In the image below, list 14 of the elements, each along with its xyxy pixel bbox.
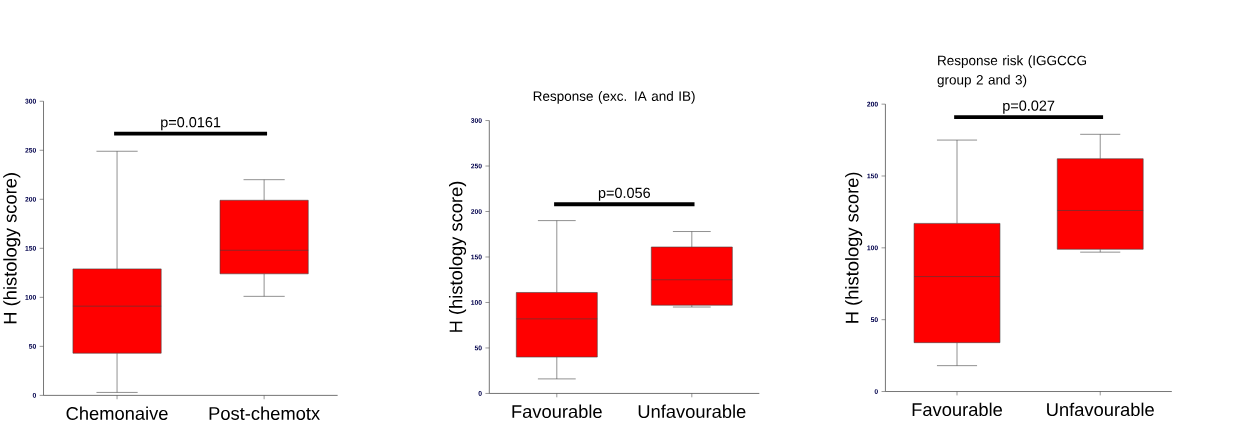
x-tick-label: Chemonaive (66, 406, 168, 420)
x-tick-label: Unfavourable (638, 404, 746, 418)
annotation: p=0.027 (1003, 100, 1055, 114)
x-tick-label: Favourable (912, 402, 1003, 417)
x-tick-label: Post-chemotx (209, 406, 320, 420)
annotation: p=0.056 (598, 187, 651, 201)
chart-title: Response (exc. IA and IB) (533, 91, 695, 104)
y-axis-title: H (histology score) (845, 172, 863, 323)
y-axis-title: H (histology score) (449, 181, 467, 332)
chart-title: Response risk (IGGCCG group 2 and 3) (937, 55, 1087, 88)
x-tick-label: Unfavourable (1047, 402, 1154, 417)
annotation: p=0.0161 (161, 117, 221, 131)
y-axis-title: H (histology score) (3, 173, 21, 324)
x-tick-label: Favourable (512, 404, 602, 418)
